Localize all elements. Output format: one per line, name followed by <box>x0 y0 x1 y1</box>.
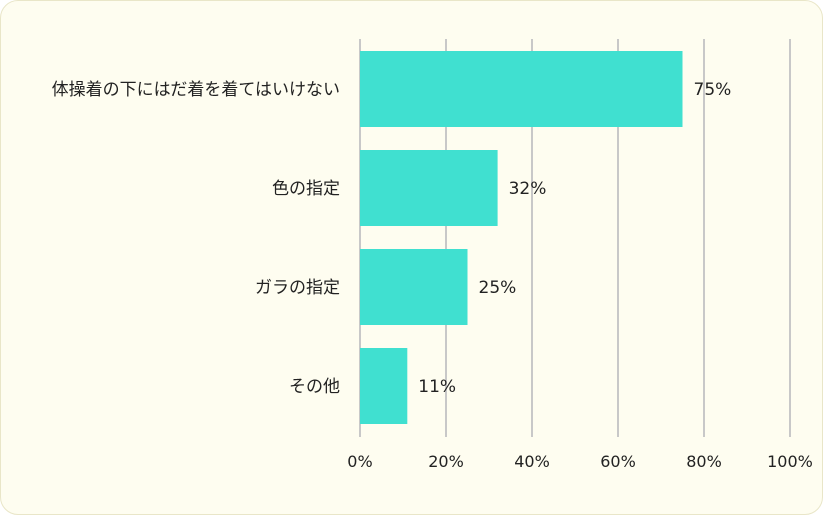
data-label-2: 32% <box>509 179 547 199</box>
x-tick-label-0: 0% <box>347 452 372 471</box>
bars <box>360 51 683 424</box>
x-tick-label-80: 80% <box>686 452 722 471</box>
labels: 0% 20% 40% 60% 80% 100% 体操着の下にはだ着を着てはいけない 75% 色の… <box>52 80 813 471</box>
bar-3 <box>360 249 468 325</box>
x-tick-label-60: 60% <box>600 452 636 471</box>
category-label-1: 体操着の下にはだ着を着てはいけない <box>52 80 340 100</box>
bar-1 <box>360 51 683 127</box>
data-label-1: 75% <box>694 80 732 100</box>
category-label-3: ガラの指定 <box>255 278 340 298</box>
data-label-3: 25% <box>479 278 517 298</box>
category-label-2: 色の指定 <box>272 179 340 199</box>
x-tick-label-20: 20% <box>428 452 464 471</box>
x-tick-label-100: 100% <box>767 452 813 471</box>
x-tick-label-40: 40% <box>514 452 550 471</box>
category-label-4: その他 <box>289 377 340 397</box>
bar-2 <box>360 150 498 226</box>
bar-4 <box>360 348 408 424</box>
data-label-4: 11% <box>418 377 456 397</box>
